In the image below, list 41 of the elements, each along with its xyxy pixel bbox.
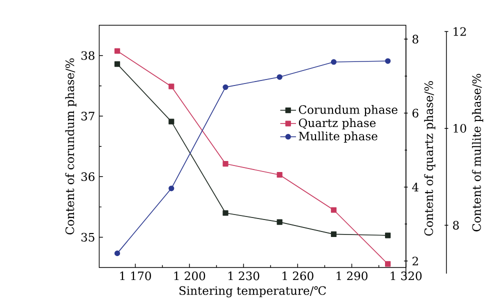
point bbox=[276, 74, 282, 80]
x-tick-label: 1 230 bbox=[228, 271, 260, 280]
point bbox=[114, 61, 120, 67]
point bbox=[114, 48, 120, 54]
legend-label: Quartz phase bbox=[298, 118, 376, 130]
y-tick-label: 36 bbox=[81, 172, 94, 181]
y3-tick-label: 10 bbox=[454, 124, 466, 133]
point bbox=[222, 160, 228, 167]
x-tick-label: 1 260 bbox=[282, 271, 314, 280]
point bbox=[330, 59, 337, 65]
point bbox=[168, 186, 174, 192]
point bbox=[385, 58, 391, 64]
y2-tick-label: 4 bbox=[412, 182, 418, 192]
point bbox=[168, 118, 174, 124]
y-axis-title: Content of corundum phase/% bbox=[65, 58, 76, 234]
y-tick-label: 35 bbox=[81, 232, 94, 242]
x-axis-title: Sintering temperature/℃ bbox=[179, 286, 326, 298]
y3-axis-title: Content of mullite phase/% bbox=[472, 74, 484, 232]
point bbox=[385, 261, 391, 267]
legend-label: Mullite phase bbox=[298, 131, 378, 143]
point bbox=[330, 207, 337, 213]
y2-tick-label: 6 bbox=[412, 108, 418, 118]
point bbox=[330, 231, 337, 237]
x-tick-label: 1 170 bbox=[120, 271, 151, 280]
y2-axis-title: Content of quartz phase/% bbox=[424, 81, 436, 236]
legend-label: Corundum phase bbox=[298, 104, 398, 116]
point bbox=[222, 210, 228, 216]
y3-tick-label: 8 bbox=[453, 220, 459, 230]
point bbox=[114, 250, 120, 256]
point bbox=[276, 219, 282, 225]
point bbox=[168, 84, 174, 90]
y-tick-label: 37 bbox=[81, 112, 94, 120]
y-tick-label: 38 bbox=[81, 51, 94, 60]
x-tick-label: 1 200 bbox=[174, 271, 206, 280]
y2-tick-label: 2 bbox=[412, 256, 418, 266]
y2-tick-label: 8 bbox=[412, 34, 418, 44]
y3-tick-label: 12 bbox=[454, 27, 466, 36]
point bbox=[385, 232, 391, 238]
point bbox=[276, 172, 282, 178]
x-tick-label: 1 290 bbox=[336, 271, 368, 280]
point bbox=[222, 84, 228, 90]
